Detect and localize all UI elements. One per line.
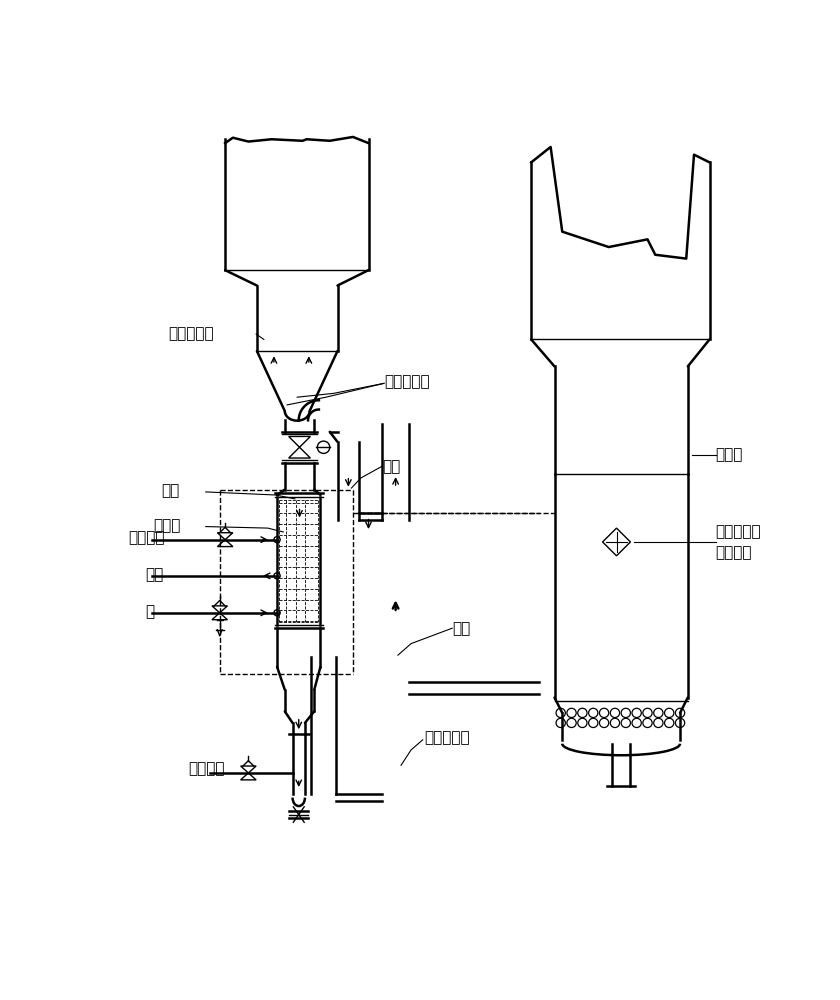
Text: 流化介质: 流化介质 [129,530,165,545]
Text: 流化介质: 流化介质 [189,761,225,776]
Circle shape [274,537,281,543]
Text: 导管: 导管 [452,621,470,636]
Text: 再生催化剂: 再生催化剂 [424,730,470,745]
Text: 温度测量与
控制系统: 温度测量与 控制系统 [716,524,761,560]
Polygon shape [602,528,631,556]
Text: 换热器: 换热器 [153,518,181,533]
Polygon shape [218,540,233,547]
Text: 支管: 支管 [160,484,179,499]
Polygon shape [218,533,233,540]
Circle shape [318,441,330,453]
Polygon shape [212,613,228,620]
Circle shape [274,610,281,616]
Polygon shape [212,606,228,613]
Polygon shape [289,447,310,458]
Text: 高温催化剂: 高温催化剂 [384,374,429,389]
Text: 水: 水 [145,604,155,619]
Circle shape [274,573,281,579]
Text: 支管: 支管 [382,459,401,474]
Text: 反应器: 反应器 [716,447,743,462]
Polygon shape [240,766,256,773]
Text: 再生燃烧室: 再生燃烧室 [169,327,214,342]
Text: 蒸汽: 蒸汽 [145,567,164,582]
Polygon shape [289,436,310,447]
Polygon shape [240,773,256,780]
